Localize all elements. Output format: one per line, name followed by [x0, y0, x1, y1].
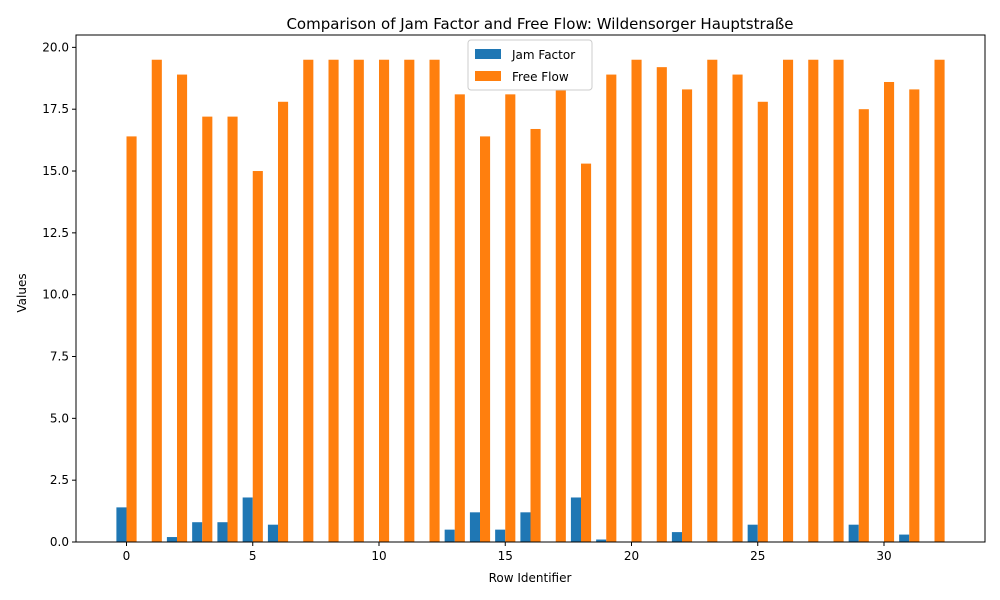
bar-free-flow-10: [379, 59, 390, 542]
bar-free-flow-21: [656, 67, 667, 543]
legend-label-free-flow: Free Flow: [512, 70, 569, 84]
legend-swatch-jam-factor: [475, 49, 501, 59]
bar-free-flow-30: [884, 81, 895, 543]
y-tick-label: 10.0: [42, 288, 69, 302]
y-tick-label: 0.0: [50, 535, 69, 549]
bar-jam-factor-13: [444, 529, 455, 542]
bar-free-flow-23: [707, 59, 718, 542]
bar-free-flow-32: [934, 59, 945, 542]
legend: Jam Factor Free Flow: [467, 39, 593, 91]
x-tick-label: 30: [876, 549, 891, 563]
bar-jam-factor-4: [217, 522, 228, 542]
bar-jam-factor-31: [899, 534, 910, 542]
y-axis-ticks: 0.0 2.5 5.0 7.5 10.0 12.5 15.0 17.5 20.0: [42, 40, 76, 549]
bar-free-flow-28: [833, 59, 844, 542]
bar-jam-factor-19: [596, 539, 607, 542]
x-tick-label: 25: [750, 549, 765, 563]
x-tick-label: 20: [624, 549, 639, 563]
x-axis-label: Row Identifier: [489, 571, 572, 585]
y-tick-label: 7.5: [50, 350, 69, 364]
bar-free-flow-8: [328, 59, 339, 542]
bar-free-flow-20: [631, 59, 642, 542]
bar-free-flow-0: [126, 136, 137, 542]
y-tick-label: 20.0: [42, 40, 69, 54]
bar-free-flow-16: [530, 128, 541, 543]
bar-free-flow-27: [808, 59, 819, 542]
bar-jam-factor-6: [267, 524, 278, 542]
bar-free-flow-31: [909, 89, 920, 542]
bar-jam-factor-0: [116, 507, 127, 542]
bar-free-flow-19: [606, 74, 617, 542]
bar-free-flow-25: [757, 101, 768, 543]
bar-free-flow-15: [505, 94, 516, 543]
bar-jam-factor-18: [570, 497, 581, 542]
legend-label-jam-factor: Jam Factor: [511, 48, 575, 62]
bar-free-flow-13: [454, 94, 465, 543]
bar-jam-factor-22: [671, 532, 682, 542]
bar-free-flow-3: [202, 116, 213, 543]
bar-free-flow-24: [732, 74, 743, 542]
bar-free-flow-26: [783, 59, 794, 542]
x-tick-label: 10: [371, 549, 386, 563]
bar-free-flow-14: [480, 136, 491, 542]
bar-free-flow-2: [177, 74, 188, 542]
bar-free-flow-17: [555, 59, 566, 542]
y-tick-label: 2.5: [50, 473, 69, 487]
bar-free-flow-11: [404, 59, 415, 542]
bar-jam-factor-16: [520, 512, 531, 542]
y-tick-label: 5.0: [50, 411, 69, 425]
chart-title: Comparison of Jam Factor and Free Flow: …: [286, 15, 793, 33]
bar-free-flow-1: [151, 59, 162, 542]
x-axis-ticks: 0 5 10 15 20 25 30: [123, 542, 892, 563]
legend-swatch-free-flow: [475, 71, 501, 81]
bar-jam-factor-3: [192, 522, 203, 542]
bar-free-flow-29: [858, 109, 869, 542]
bar-jam-factor-5: [242, 497, 253, 542]
y-tick-label: 12.5: [42, 226, 69, 240]
bar-jam-factor-15: [495, 529, 506, 542]
bar-free-flow-22: [682, 89, 693, 542]
bar-free-flow-9: [353, 59, 364, 542]
bar-jam-factor-14: [469, 512, 480, 542]
bar-free-flow-4: [227, 116, 238, 543]
bar-free-flow-6: [278, 101, 289, 543]
axes-frame: [75, 34, 986, 543]
x-tick-label: 15: [498, 549, 513, 563]
bar-jam-factor-2: [166, 537, 177, 542]
y-tick-label: 15.0: [42, 164, 69, 178]
bar-free-flow-5: [252, 171, 263, 542]
bar-free-flow-7: [303, 59, 314, 542]
x-tick-label: 0: [123, 549, 131, 563]
bar-free-flow-18: [581, 163, 592, 543]
bars-group: [116, 59, 945, 543]
y-tick-label: 17.5: [42, 102, 69, 116]
bar-jam-factor-29: [848, 524, 859, 542]
x-tick-label: 5: [249, 549, 257, 563]
y-axis-label: Values: [15, 273, 29, 312]
bar-free-flow-12: [429, 59, 440, 542]
bar-jam-factor-25: [747, 524, 758, 542]
